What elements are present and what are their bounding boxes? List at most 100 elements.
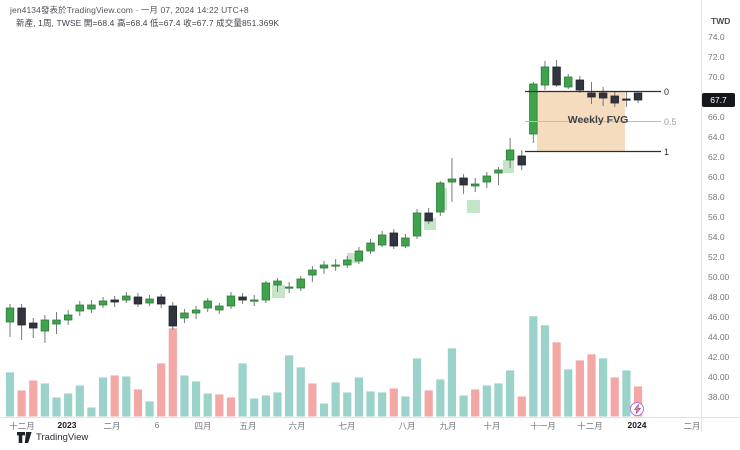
price-tick-label: 72.0 — [708, 52, 725, 62]
candle-body — [180, 312, 189, 319]
candle-body — [203, 300, 212, 309]
flash-event-badge[interactable] — [630, 402, 644, 416]
volume-bar — [610, 377, 619, 417]
volume-bar — [110, 375, 119, 417]
volume-bar — [203, 393, 212, 417]
candle-body — [575, 79, 585, 91]
candle-body — [110, 299, 119, 303]
candle-body — [494, 169, 503, 174]
volume-bar — [87, 407, 96, 417]
candle-body — [296, 278, 305, 289]
candle-body — [343, 259, 352, 266]
brand-name: TradingView — [36, 432, 89, 443]
volume-bar — [412, 358, 422, 417]
candle-body — [52, 319, 61, 325]
volume-bar — [168, 328, 177, 417]
time-tick-label: 九月 — [439, 421, 457, 431]
volume-bar — [98, 377, 108, 417]
volume-bar — [250, 398, 259, 417]
candle-body — [529, 83, 538, 135]
tradingview-logo-icon — [17, 432, 32, 443]
volume-bar — [40, 383, 49, 417]
price-tick-label: 60.0 — [708, 172, 725, 182]
price-tick-label: 50.00 — [708, 272, 730, 282]
time-tick-label: 二月 — [103, 421, 121, 431]
volume-bar — [29, 380, 38, 417]
price-tick-label: 54.0 — [708, 232, 725, 242]
volume-bar — [17, 390, 26, 417]
volume-bar — [401, 396, 410, 417]
time-tick-label: 十月 — [483, 421, 501, 431]
volume-bar — [575, 360, 584, 417]
volume-bar — [285, 355, 294, 417]
price-tick-label: 70.0 — [708, 72, 725, 82]
volume-bar — [145, 401, 154, 417]
candle-body — [17, 307, 26, 326]
candle-body — [633, 92, 643, 101]
candle-body — [377, 234, 387, 246]
time-tick-label: 四月 — [194, 421, 212, 431]
volume-bar — [505, 370, 515, 417]
volume-bar — [459, 395, 468, 417]
time-tick-label: 十一月 — [530, 421, 556, 431]
candle-body — [540, 66, 550, 86]
volume-bar — [308, 383, 317, 417]
attribution-text: jen4134發表於TradingView.com · 一月 07, 2024 … — [10, 5, 249, 15]
price-tick-label: 58.0 — [708, 192, 725, 202]
volume-bar — [366, 391, 375, 417]
volume-bar — [64, 393, 73, 417]
time-tick-label: 五月 — [239, 421, 257, 431]
tradingview-logo[interactable]: TradingView — [17, 432, 88, 443]
time-tick-label: 八月 — [398, 421, 416, 431]
lightning-icon — [633, 404, 641, 414]
volume-bar — [389, 388, 398, 417]
volume-bar — [436, 379, 445, 417]
price-axis-currency-label: TWD — [711, 16, 731, 26]
volume-bar — [238, 363, 247, 417]
weekly-fvg-label: Weekly FVG — [567, 114, 629, 126]
volume-bar — [354, 377, 363, 417]
candle-body — [470, 183, 480, 187]
price-tick-label: 66.0 — [708, 112, 725, 122]
candle-body — [250, 299, 259, 302]
candle-body — [389, 232, 398, 247]
volume-bar — [447, 348, 457, 417]
price-tick-label: 38.00 — [708, 392, 730, 402]
volume-bar — [319, 403, 329, 417]
mini-fvg-box — [467, 200, 480, 213]
candle-body — [238, 296, 247, 301]
price-tick-label: 62.0 — [708, 152, 725, 162]
volume-bar — [517, 396, 526, 417]
volume-bar — [587, 354, 596, 417]
time-tick-label: 七月 — [338, 421, 356, 431]
candle-body — [191, 309, 201, 314]
candle-body — [156, 296, 166, 305]
price-tick-label: 44.00 — [708, 332, 730, 342]
price-tick-label: 56.0 — [708, 212, 725, 222]
candle-body — [517, 155, 526, 166]
candle-body — [482, 175, 492, 183]
volume-bar — [157, 363, 166, 417]
volume-bar — [529, 316, 538, 417]
candle-body — [412, 212, 422, 237]
volume-bar — [343, 392, 352, 417]
mini-fvg-box — [503, 160, 514, 173]
volume-bar — [471, 389, 480, 417]
candle-body — [331, 264, 340, 267]
candle-body — [87, 304, 96, 310]
volume-bar — [75, 385, 84, 417]
volume-bar — [273, 392, 282, 417]
candle-body — [29, 322, 38, 329]
candle-body — [447, 178, 457, 183]
volume-bar — [599, 358, 608, 417]
candle-body — [215, 305, 224, 311]
candle-body — [40, 319, 50, 332]
time-tick-label: 六月 — [288, 421, 306, 431]
time-tick-label: 十二月 — [9, 421, 35, 431]
price-tick-label: 42.00 — [708, 352, 730, 362]
volume-bar — [180, 375, 189, 417]
fvg-level-label-0: 0 — [664, 86, 670, 97]
fvg-level-label-0.5: 0.5 — [664, 116, 677, 127]
volume-bar — [52, 397, 61, 417]
